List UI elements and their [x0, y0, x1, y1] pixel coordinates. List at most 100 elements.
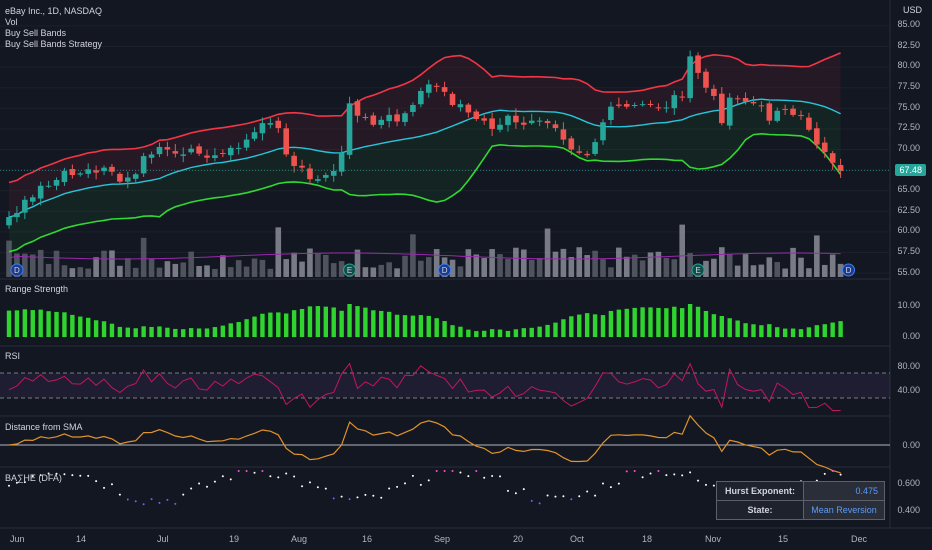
volume-bar [212, 268, 218, 277]
candle-body [53, 179, 60, 186]
volume-bar [576, 247, 583, 277]
y-tick-hurst: 0.400 [897, 505, 920, 515]
range-strength-bar [482, 330, 487, 337]
pane-title-rsi[interactable]: RSI [5, 351, 21, 361]
hurst-dot [404, 482, 406, 485]
range-strength-bar [616, 309, 622, 337]
hurst-dot [253, 471, 256, 474]
candle-body [766, 103, 773, 121]
range-strength-bar [252, 316, 257, 337]
range-strength-bar [291, 310, 297, 337]
candle-body [378, 119, 385, 125]
hurst-dot [190, 487, 193, 490]
x-tick: 19 [229, 534, 240, 544]
volume-bar [378, 264, 385, 277]
range-strength-bar [751, 324, 756, 337]
legend-vol[interactable]: Vol [5, 17, 18, 27]
range-strength-bar [307, 306, 313, 337]
volume-bar [687, 253, 693, 277]
legend-buy-sell-bands[interactable]: Buy Sell Bands [5, 28, 67, 38]
range-strength-bar [165, 327, 170, 337]
range-strength-bar [695, 306, 701, 337]
range-strength-bar [450, 325, 455, 337]
volume-bar [370, 267, 377, 277]
volume-bar [425, 257, 432, 277]
volume-bar [592, 250, 598, 277]
volume-bar [449, 259, 456, 277]
volume-bar [156, 267, 163, 277]
hurst-dot [293, 475, 296, 478]
candle-body [671, 95, 678, 109]
candle-body [679, 96, 685, 98]
y-tick: 62.50 [897, 205, 920, 215]
candle-body [505, 115, 511, 126]
volume-bar [69, 268, 76, 277]
hurst-dot [15, 481, 18, 484]
volume-bar [235, 260, 242, 277]
range-strength-bar [680, 308, 685, 337]
hurst-dot [681, 474, 684, 477]
volume-bar [402, 255, 408, 277]
hurst-dot [602, 482, 604, 485]
range-strength-bar [648, 307, 653, 337]
pane-title-range-strength[interactable]: Range Strength [5, 284, 69, 294]
candle-body [521, 122, 527, 125]
candle-body [362, 117, 369, 119]
hurst-dot [443, 470, 446, 472]
hurst-dot [332, 497, 335, 500]
candle-body [695, 55, 701, 73]
hurst-dot [388, 487, 391, 490]
range-strength-bar [569, 316, 574, 337]
pane-title-distance-sma[interactable]: Distance from SMA [5, 422, 83, 432]
volume-bar [394, 268, 400, 277]
candle-body [473, 111, 480, 120]
y-tick-rsi: 80.00 [897, 361, 920, 371]
event-marker-earnings [691, 263, 705, 277]
hurst-dot [459, 471, 462, 474]
hurst-dot [324, 487, 327, 490]
hurst-dot [47, 472, 50, 475]
candle-body [14, 212, 20, 218]
candle-body [346, 103, 353, 155]
candle-body [291, 155, 297, 166]
hurst-dot [451, 470, 454, 472]
range-strength-bar [521, 328, 526, 337]
volume-bar [204, 265, 210, 277]
candle-body [196, 146, 202, 154]
volume-bar [750, 265, 757, 277]
volume-bar [608, 267, 614, 277]
range-strength-bar [101, 321, 107, 337]
candle-body [61, 170, 68, 183]
candle-body [703, 71, 709, 88]
range-strength-bar [22, 309, 28, 337]
legend-symbol[interactable]: eBay Inc., 1D, NASDAQ [5, 6, 103, 16]
volume-bar [283, 259, 289, 277]
volume-bar [806, 268, 812, 277]
volume-bar [481, 258, 487, 277]
hurst-dot [499, 475, 502, 478]
legend-buy-sell-bands-strategy[interactable]: Buy Sell Bands Strategy [5, 39, 103, 49]
volume-bar [623, 256, 630, 277]
hurst-dot [340, 495, 343, 498]
candle-body [29, 197, 36, 202]
candle-body [243, 139, 250, 148]
hurst-dot [71, 474, 74, 477]
volume-bar [6, 240, 12, 277]
candle-body [734, 98, 741, 100]
candle-body [37, 185, 44, 199]
hurst-dot [261, 470, 264, 472]
hurst-dot [657, 470, 660, 472]
y-tick: 55.00 [897, 267, 920, 277]
range-strength-bar [402, 315, 408, 337]
range-strength-bar [838, 321, 843, 337]
range-strength-bar [86, 317, 91, 337]
hurst-dot [435, 470, 438, 472]
range-strength-bar [719, 315, 724, 337]
candle-body [323, 175, 329, 178]
range-strength-bar [30, 310, 35, 337]
range-strength-bar [157, 326, 162, 337]
pane-title-hurst[interactable]: BA∑HE (DFA) [5, 473, 62, 483]
candle-body [433, 85, 440, 87]
range-strength-bar [173, 328, 178, 337]
